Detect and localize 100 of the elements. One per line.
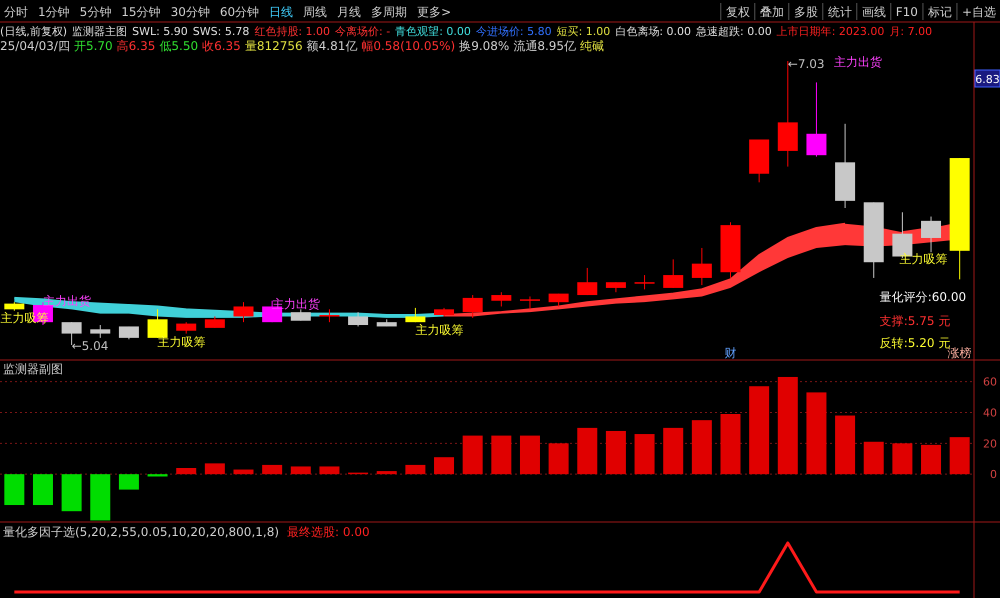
text: 叠加	[760, 5, 784, 19]
bar	[319, 466, 340, 474]
candlestick	[577, 267, 598, 296]
annotation: 涨榜	[948, 346, 972, 360]
chart-subtitle: 最终选股: 0.00	[287, 525, 370, 539]
y-tick-label: 60	[983, 376, 997, 389]
candlestick	[319, 308, 340, 323]
text: 急速超跌: 0.00	[695, 25, 772, 38]
bar	[376, 471, 397, 474]
bar	[290, 466, 311, 474]
price-tag: 6.83	[974, 70, 1000, 88]
text: 统计	[828, 5, 852, 19]
chart-title: 量化多因子选(5,20,2,55,0.05,10,20,20,800,1,8)	[3, 525, 280, 539]
text: 日线	[269, 5, 294, 19]
bar	[634, 434, 655, 474]
text: 分时	[4, 5, 28, 19]
text: 收6.35	[202, 39, 241, 53]
text: 短买: 1.00	[556, 25, 610, 38]
candlestick	[692, 247, 712, 286]
bar	[548, 443, 569, 474]
bar	[778, 376, 798, 474]
bar	[921, 444, 942, 474]
chart-title: (日线,前复权)	[0, 25, 68, 38]
candlestick	[176, 322, 196, 334]
bar	[577, 428, 598, 474]
text: 额4.81亿	[306, 39, 358, 53]
text: 幅0.58(10.05%)	[361, 39, 456, 53]
text: 30分钟	[170, 5, 210, 19]
text: 多股	[794, 5, 818, 19]
candlestick	[921, 216, 942, 253]
text: 60分钟	[220, 5, 260, 19]
candlestick	[806, 82, 826, 158]
bar	[892, 443, 912, 474]
text: 红色持股: 1.00	[254, 25, 330, 38]
bar	[262, 464, 282, 474]
candlestick	[234, 302, 254, 323]
text: 白色离场: 0.00	[615, 25, 692, 38]
text: +自选	[962, 5, 996, 19]
candlestick	[90, 324, 110, 338]
text: 今进场价: 5.80	[476, 25, 552, 38]
candlestick	[204, 316, 225, 328]
text: 纯碱	[580, 39, 604, 53]
text: 25/04/03/四	[0, 39, 70, 53]
text: 低5.50	[159, 39, 198, 53]
text: 开5.70	[74, 39, 113, 53]
candlestick	[462, 294, 483, 318]
candlestick	[548, 293, 569, 307]
candlestick	[348, 312, 368, 327]
text: 换9.08%	[459, 39, 510, 53]
annotation: ←5.04	[72, 339, 108, 353]
candlestick	[606, 282, 626, 293]
annotation: 主力吸筹	[415, 323, 464, 337]
text: 量812756	[244, 39, 303, 53]
text: 标记	[926, 5, 952, 19]
chart-title: 监测器副图	[3, 362, 63, 376]
text: 更多>	[417, 5, 452, 19]
bar	[491, 436, 512, 474]
bar	[950, 437, 970, 474]
y-tick-label: 20	[983, 437, 997, 450]
bar	[62, 474, 82, 512]
bar	[405, 464, 426, 474]
text: 多周期	[371, 5, 408, 19]
text: 流通8.95亿	[513, 39, 576, 53]
candlestick	[520, 296, 540, 310]
text: 15分钟	[121, 5, 161, 19]
text: 画线	[862, 5, 886, 19]
text: 上市日期年: 2023.00	[776, 25, 884, 38]
candlestick	[663, 258, 684, 288]
bar	[835, 416, 856, 474]
candlestick	[634, 274, 655, 290]
bar	[806, 392, 826, 474]
text: 高6.35	[116, 39, 156, 53]
annotation: 反转:5.20 元	[880, 336, 950, 350]
bar	[32, 474, 53, 506]
chart-subtitle: 监测器主图	[72, 25, 128, 38]
bar	[4, 474, 24, 506]
text: 复权	[726, 5, 750, 19]
bar	[234, 470, 254, 474]
text: 月: 7.00	[889, 25, 932, 38]
text: SWL: 5.90	[132, 25, 188, 38]
text: 月线	[337, 5, 362, 19]
bar	[462, 436, 483, 474]
bar	[692, 420, 712, 474]
annotation: 主力吸筹	[158, 335, 206, 349]
bar	[176, 468, 196, 474]
bar	[118, 474, 139, 490]
annotation: 量化评分:60.00	[880, 290, 966, 304]
text: 青色观望: 0.00	[395, 25, 471, 38]
bar	[606, 430, 626, 474]
bar	[204, 463, 225, 474]
bar	[90, 474, 110, 520]
text: 周线	[303, 5, 328, 19]
bar	[520, 436, 540, 474]
y-tick-label: 40	[983, 406, 997, 420]
text: SWS: 5.78	[192, 25, 250, 38]
y-tick-label: 0	[990, 468, 997, 482]
candlestick	[405, 307, 426, 323]
candlestick	[118, 326, 139, 340]
text: 5分钟	[80, 5, 112, 19]
bar	[720, 414, 740, 474]
